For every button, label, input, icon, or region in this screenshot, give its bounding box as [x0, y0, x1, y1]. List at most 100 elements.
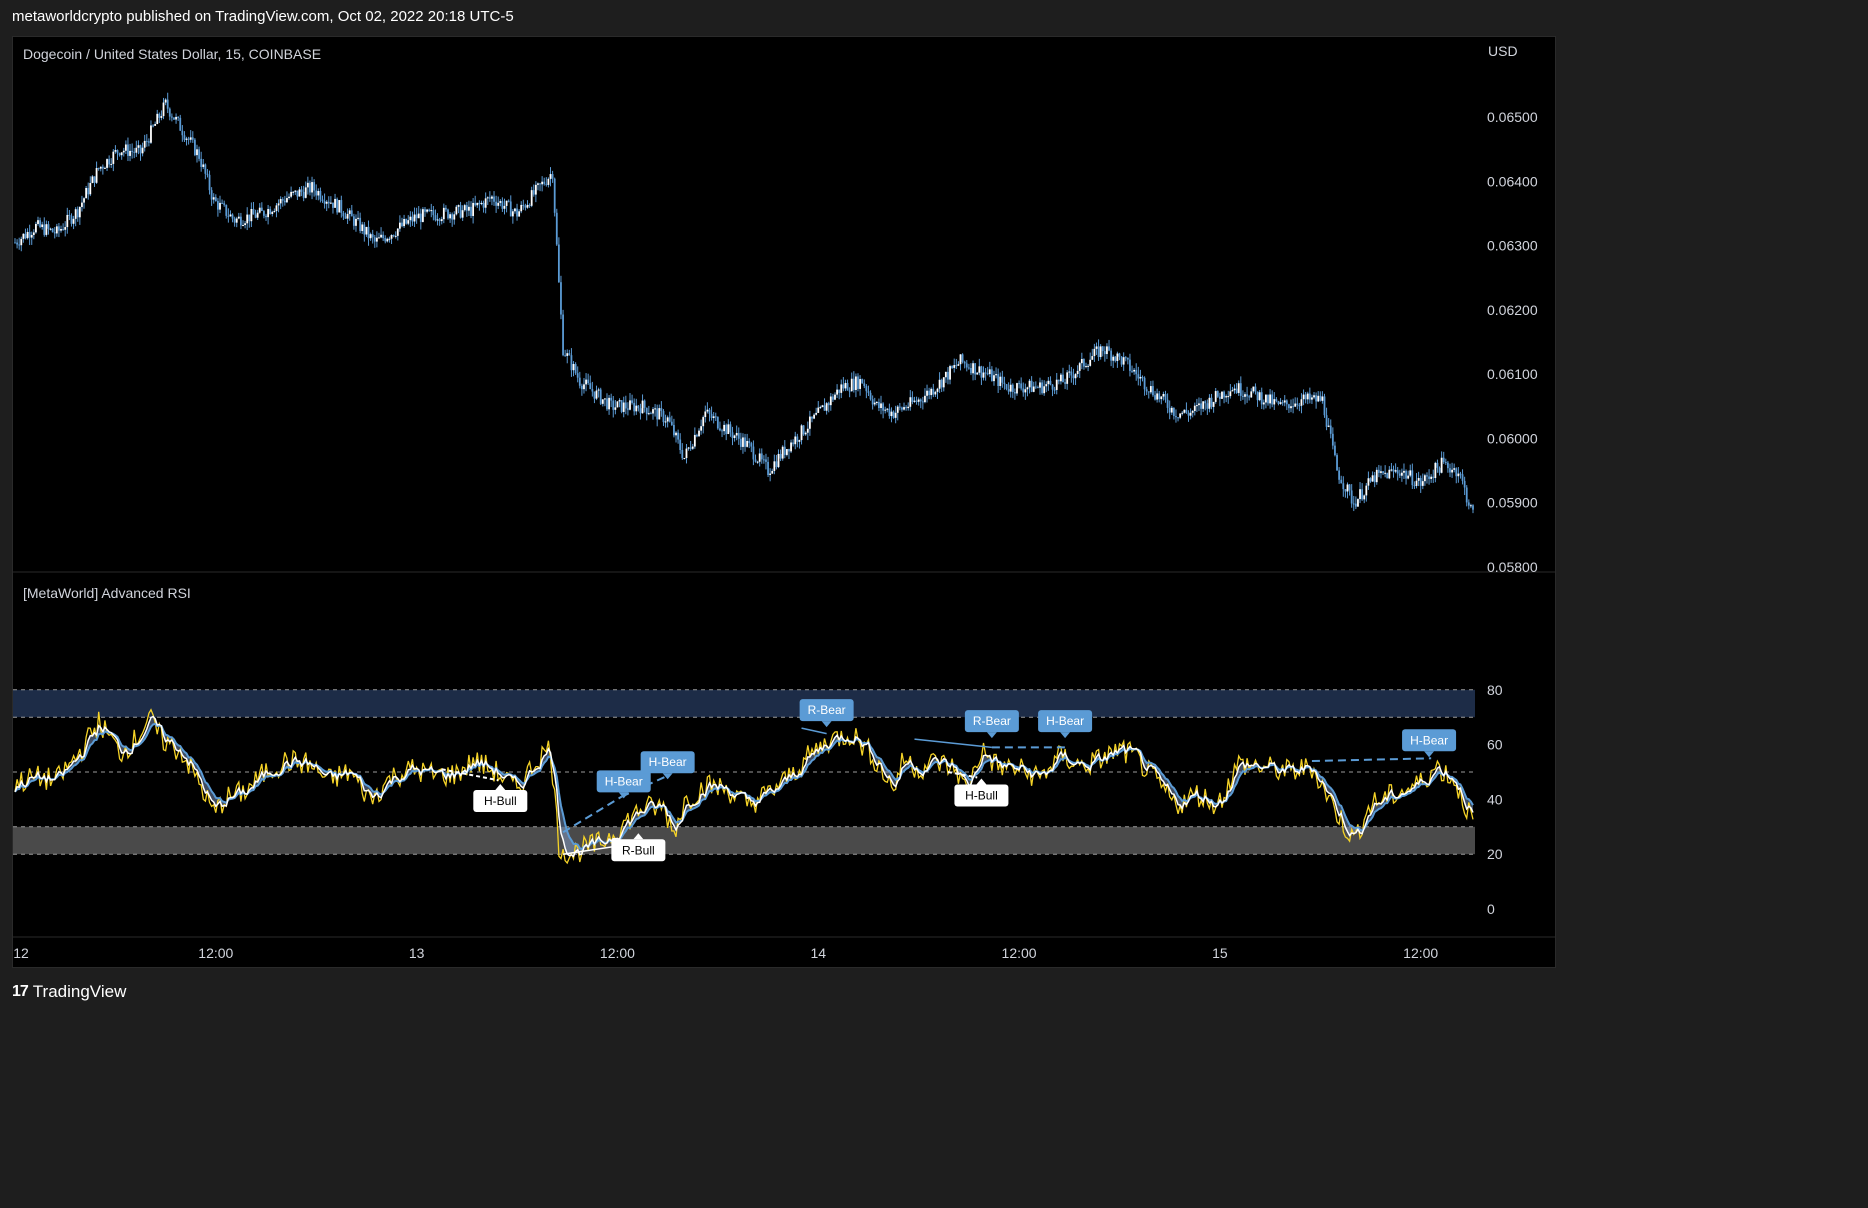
candle[interactable]: [840, 379, 843, 399]
candle[interactable]: [281, 197, 284, 207]
candle[interactable]: [187, 136, 190, 145]
candle[interactable]: [654, 404, 656, 417]
candle[interactable]: [396, 228, 399, 241]
candle[interactable]: [752, 440, 755, 466]
candle[interactable]: [497, 196, 500, 210]
candle[interactable]: [1041, 379, 1043, 395]
candle[interactable]: [913, 396, 916, 403]
candle[interactable]: [300, 186, 303, 197]
candle[interactable]: [168, 107, 171, 121]
candle[interactable]: [265, 213, 267, 221]
candle[interactable]: [108, 155, 111, 168]
candle[interactable]: [250, 202, 253, 227]
candle[interactable]: [373, 234, 376, 248]
candle[interactable]: [378, 232, 380, 239]
candle[interactable]: [1306, 391, 1309, 405]
candle[interactable]: [81, 195, 83, 212]
candle[interactable]: [886, 408, 889, 413]
candle[interactable]: [133, 147, 136, 159]
candle[interactable]: [415, 207, 418, 224]
candle[interactable]: [49, 227, 52, 231]
candle[interactable]: [1045, 381, 1048, 393]
candle[interactable]: [1262, 399, 1265, 410]
candle[interactable]: [1152, 380, 1154, 397]
candle[interactable]: [976, 371, 979, 375]
candle[interactable]: [963, 360, 966, 369]
candle[interactable]: [591, 381, 594, 397]
candle[interactable]: [120, 152, 123, 160]
candle[interactable]: [442, 203, 445, 224]
candle[interactable]: [263, 210, 265, 219]
candle[interactable]: [1298, 402, 1301, 412]
candle[interactable]: [930, 387, 933, 400]
candle[interactable]: [1118, 352, 1121, 361]
candle[interactable]: [196, 144, 198, 163]
candle[interactable]: [229, 210, 232, 217]
candle[interactable]: [1373, 471, 1376, 488]
candle[interactable]: [1053, 386, 1056, 395]
candle[interactable]: [445, 205, 447, 212]
candle[interactable]: [723, 421, 726, 436]
candle[interactable]: [915, 396, 918, 405]
candle[interactable]: [501, 197, 504, 212]
candle[interactable]: [978, 358, 981, 376]
candle[interactable]: [363, 222, 366, 242]
candle[interactable]: [482, 200, 485, 213]
candle[interactable]: [756, 460, 759, 464]
candle[interactable]: [183, 131, 186, 143]
candle[interactable]: [1241, 390, 1244, 400]
candle[interactable]: [1108, 339, 1110, 352]
candle[interactable]: [436, 213, 439, 226]
candle[interactable]: [794, 431, 797, 450]
candle[interactable]: [1068, 364, 1071, 378]
tradingview-logo[interactable]: 17 TradingView: [12, 982, 126, 1002]
candle[interactable]: [1223, 390, 1225, 404]
candle[interactable]: [691, 443, 694, 450]
candle[interactable]: [1089, 352, 1092, 367]
candle[interactable]: [919, 398, 922, 409]
candle[interactable]: [1459, 471, 1462, 479]
candle[interactable]: [129, 143, 131, 162]
candle[interactable]: [1235, 383, 1238, 394]
candle[interactable]: [970, 363, 972, 376]
candle[interactable]: [162, 97, 165, 120]
candle[interactable]: [1170, 405, 1173, 415]
candle[interactable]: [1405, 469, 1407, 485]
candle[interactable]: [1411, 463, 1414, 490]
candle[interactable]: [1346, 482, 1349, 499]
candle[interactable]: [901, 406, 903, 412]
candles[interactable]: [14, 92, 1474, 514]
candle[interactable]: [321, 195, 324, 203]
candle[interactable]: [451, 212, 454, 227]
bear-divergence-label[interactable]: H-Bear: [1402, 729, 1457, 758]
candle[interactable]: [1212, 401, 1215, 413]
candle[interactable]: [101, 164, 104, 175]
candle[interactable]: [1256, 391, 1259, 407]
candle[interactable]: [432, 206, 435, 221]
bear-divergence-label[interactable]: H-Bear: [640, 751, 695, 780]
candle[interactable]: [1369, 477, 1372, 483]
candle[interactable]: [472, 198, 475, 224]
candle[interactable]: [1363, 494, 1366, 504]
candle[interactable]: [394, 231, 397, 239]
candle[interactable]: [26, 228, 29, 240]
candle[interactable]: [1131, 365, 1133, 373]
candle[interactable]: [28, 224, 31, 246]
candle[interactable]: [1304, 391, 1307, 404]
candle[interactable]: [742, 433, 744, 454]
candle[interactable]: [1066, 370, 1069, 390]
candle[interactable]: [1216, 390, 1219, 398]
candle[interactable]: [921, 396, 924, 410]
candle[interactable]: [1237, 380, 1240, 396]
candle[interactable]: [1336, 453, 1338, 471]
candle[interactable]: [539, 182, 541, 192]
candle[interactable]: [1359, 482, 1361, 504]
candle[interactable]: [1076, 365, 1079, 378]
candle[interactable]: [1396, 467, 1399, 481]
candle[interactable]: [1273, 392, 1276, 410]
candle[interactable]: [574, 362, 577, 375]
candle[interactable]: [1156, 388, 1159, 403]
candle[interactable]: [848, 387, 851, 398]
candle[interactable]: [815, 407, 818, 416]
candle[interactable]: [790, 439, 792, 454]
